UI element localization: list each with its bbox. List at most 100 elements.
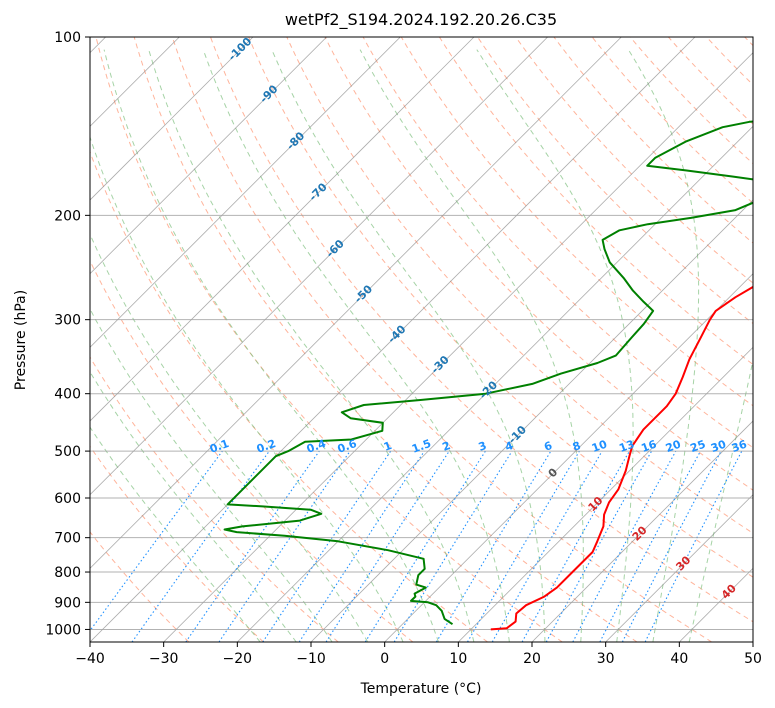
mixing-ratio-label: 30 bbox=[709, 438, 728, 456]
dry-adiabat bbox=[90, 445, 264, 642]
x-tick-label: 20 bbox=[523, 651, 541, 667]
mixing-ratio-label: 0.1 bbox=[208, 437, 231, 456]
isotherm-label: 30 bbox=[673, 553, 693, 573]
isotherm-label: 20 bbox=[630, 523, 650, 543]
mixing-ratio-line bbox=[325, 450, 450, 642]
dry-adiabat bbox=[90, 356, 339, 642]
dry-adiabat bbox=[515, 37, 753, 284]
moist-adiabat bbox=[103, 49, 439, 642]
isotherm-label: -60 bbox=[324, 237, 347, 260]
isotherm-label: 10 bbox=[586, 494, 606, 514]
dry-adiabat bbox=[591, 37, 753, 204]
mixing-ratio-line bbox=[572, 450, 677, 642]
isotherm-label: -90 bbox=[257, 82, 280, 105]
mixing-ratio-line bbox=[131, 450, 270, 642]
dry-adiabat bbox=[95, 37, 563, 642]
mixing-ratio-label: 0.2 bbox=[255, 437, 278, 456]
moist-adiabat bbox=[90, 370, 297, 642]
isotherm-line bbox=[384, 273, 753, 642]
moist-adiabat bbox=[90, 135, 404, 642]
y-tick-label: 1000 bbox=[45, 622, 81, 638]
dry-adiabat bbox=[706, 37, 753, 86]
y-tick-label: 900 bbox=[54, 595, 81, 611]
mixing-ratio-label: 1 bbox=[382, 439, 394, 454]
dry-adiabat bbox=[324, 37, 753, 491]
background-lines bbox=[90, 37, 753, 642]
moist-adiabat bbox=[148, 49, 475, 642]
isotherm-line bbox=[458, 346, 753, 642]
dry-adiabat bbox=[744, 37, 753, 47]
isotherm-label: -100 bbox=[226, 35, 255, 64]
mixing-ratio-label: 16 bbox=[640, 438, 659, 456]
moist-adiabat bbox=[90, 233, 369, 642]
sounding-line bbox=[223, 120, 753, 626]
isotherm-label: -30 bbox=[429, 353, 452, 376]
isotherm-label: -40 bbox=[385, 322, 408, 345]
x-tick-label: 30 bbox=[597, 651, 615, 667]
x-tick-label: 10 bbox=[449, 651, 467, 667]
sounding-series bbox=[223, 120, 753, 631]
y-tick-label: 100 bbox=[54, 30, 81, 46]
x-tick-label: −10 bbox=[296, 651, 326, 667]
mixing-ratio-label: 25 bbox=[689, 438, 708, 455]
plot-frame bbox=[89, 36, 754, 643]
x-tick-label: 50 bbox=[744, 651, 762, 667]
isotherm-line bbox=[163, 52, 753, 642]
isotherm-line bbox=[90, 37, 254, 201]
mixing-ratio-line bbox=[393, 450, 513, 642]
isobar-grid bbox=[90, 36, 753, 630]
dry-adiabat bbox=[286, 37, 753, 534]
isotherm-label: -80 bbox=[284, 129, 307, 152]
dry-adiabat bbox=[210, 37, 753, 623]
moist-adiabat bbox=[202, 49, 510, 642]
moist-adiabat bbox=[90, 308, 333, 642]
dry-adiabat bbox=[90, 259, 414, 642]
moist-adiabat bbox=[627, 49, 700, 642]
y-tick-label: 800 bbox=[54, 565, 81, 581]
dry-adiabat bbox=[248, 37, 753, 578]
y-tick-label: 400 bbox=[54, 387, 81, 403]
dry-adiabat bbox=[438, 37, 753, 366]
x-tick-label: −20 bbox=[223, 651, 253, 667]
chart-title: wetPf2_S194.2024.192.20.26.C35 bbox=[285, 10, 557, 30]
dry-adiabat bbox=[90, 531, 190, 642]
mixing-ratio-line bbox=[262, 450, 392, 642]
mixing-ratio-label: 0.6 bbox=[336, 437, 359, 456]
moist-adiabat bbox=[90, 426, 261, 642]
mixing-ratio-line bbox=[364, 450, 486, 642]
x-tick-label: −40 bbox=[75, 651, 105, 667]
mixing-ratio-label: 20 bbox=[664, 438, 683, 456]
x-tick-label: 0 bbox=[380, 651, 389, 667]
x-axis-label: Temperature (°C) bbox=[360, 681, 482, 697]
isotherm-line bbox=[90, 37, 696, 642]
mixing-ratio-label: 3 bbox=[477, 439, 489, 454]
y-tick-label: 200 bbox=[54, 208, 81, 224]
moist-adiabat bbox=[688, 358, 753, 642]
x-axis: −40 −30 −20 −10 0 10 20 30 40 50 bbox=[75, 642, 762, 667]
isotherm-line bbox=[90, 37, 327, 275]
isotherm-label: -20 bbox=[477, 378, 500, 401]
dry-adiabat bbox=[553, 37, 753, 244]
isotherm-line bbox=[90, 37, 401, 348]
mixing-ratio-label: 4 bbox=[503, 439, 515, 454]
y-axis-label: Pressure (hPa) bbox=[13, 290, 29, 390]
isotherm-line bbox=[531, 420, 753, 642]
mixing-ratio-line bbox=[298, 450, 425, 642]
x-tick-label: 40 bbox=[670, 651, 688, 667]
y-tick-label: 500 bbox=[54, 444, 81, 460]
mixing-ratio-line bbox=[435, 450, 552, 642]
mixing-ratio-label: 36 bbox=[730, 438, 749, 456]
y-tick-label: 600 bbox=[54, 491, 81, 507]
x-tick-label: −30 bbox=[149, 651, 179, 667]
dry-adiabat bbox=[90, 150, 488, 642]
dry-adiabat bbox=[400, 37, 753, 407]
y-tick-label: 300 bbox=[54, 313, 81, 329]
sounding-line bbox=[490, 285, 753, 631]
moist-adiabat bbox=[476, 49, 634, 642]
isotherm-line bbox=[90, 37, 622, 569]
mixing-ratio-label: 1.5 bbox=[410, 437, 433, 456]
mixing-ratio-line bbox=[90, 450, 223, 632]
moist-adiabat bbox=[271, 49, 546, 642]
mixing-ratio-line bbox=[521, 450, 630, 642]
